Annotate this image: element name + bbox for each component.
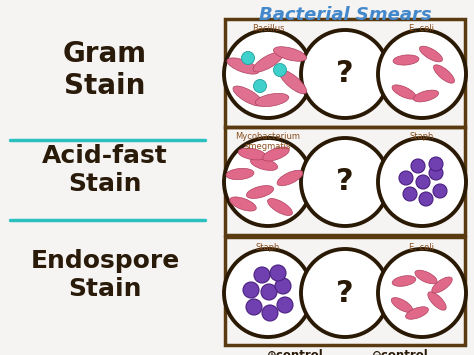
Ellipse shape (230, 197, 256, 211)
Circle shape (301, 249, 389, 337)
Ellipse shape (253, 52, 283, 72)
Circle shape (378, 138, 466, 226)
Text: Staph: Staph (256, 243, 280, 252)
Ellipse shape (243, 282, 259, 298)
Ellipse shape (261, 284, 277, 300)
Text: Bacterial Smears: Bacterial Smears (259, 6, 431, 24)
Ellipse shape (227, 58, 259, 74)
Circle shape (224, 138, 312, 226)
Ellipse shape (432, 277, 452, 293)
Ellipse shape (273, 47, 307, 61)
Ellipse shape (238, 148, 266, 160)
Ellipse shape (277, 297, 293, 313)
Ellipse shape (277, 170, 303, 186)
Circle shape (301, 30, 389, 118)
Text: ?: ? (336, 168, 354, 197)
Ellipse shape (399, 171, 413, 185)
Ellipse shape (246, 299, 262, 315)
Ellipse shape (255, 93, 289, 106)
Ellipse shape (241, 51, 255, 65)
Ellipse shape (433, 184, 447, 198)
Text: Staph: Staph (410, 132, 434, 141)
Text: Endospore
Stain: Endospore Stain (30, 249, 180, 301)
Ellipse shape (233, 86, 263, 106)
Circle shape (378, 249, 466, 337)
Text: Bacillus: Bacillus (252, 24, 284, 33)
Bar (225, 127, 465, 235)
Ellipse shape (392, 275, 416, 286)
Ellipse shape (250, 158, 278, 170)
Ellipse shape (263, 147, 289, 161)
Ellipse shape (393, 55, 419, 65)
Ellipse shape (392, 85, 416, 99)
Text: E. coli: E. coli (410, 243, 435, 252)
Ellipse shape (411, 159, 425, 173)
Ellipse shape (275, 278, 291, 294)
Circle shape (224, 249, 312, 337)
Ellipse shape (392, 297, 413, 312)
Text: E. coli: E. coli (410, 24, 435, 33)
Ellipse shape (279, 70, 307, 94)
Text: Gram
Stain: Gram Stain (63, 40, 147, 100)
Text: ?: ? (336, 60, 354, 88)
Bar (225, 237, 465, 345)
Circle shape (224, 30, 312, 118)
Ellipse shape (416, 175, 430, 189)
Ellipse shape (246, 186, 273, 198)
Ellipse shape (434, 65, 455, 83)
Ellipse shape (429, 166, 443, 180)
Ellipse shape (429, 157, 443, 171)
Ellipse shape (428, 292, 446, 310)
Ellipse shape (415, 270, 437, 284)
Circle shape (378, 30, 466, 118)
Ellipse shape (273, 64, 286, 76)
Ellipse shape (419, 192, 433, 206)
Ellipse shape (254, 267, 270, 283)
Bar (225, 19, 465, 127)
Ellipse shape (254, 80, 266, 93)
Ellipse shape (413, 90, 438, 102)
Text: ?: ? (336, 279, 354, 307)
Ellipse shape (270, 265, 286, 281)
Text: Mycobacterium
smegmatis: Mycobacterium smegmatis (236, 132, 301, 151)
Ellipse shape (406, 307, 428, 319)
Ellipse shape (262, 305, 278, 321)
Ellipse shape (267, 198, 292, 215)
Text: ⊖control: ⊖control (372, 349, 428, 355)
Ellipse shape (226, 168, 254, 180)
Circle shape (301, 138, 389, 226)
Text: ⊕control: ⊕control (266, 349, 323, 355)
Text: Acid-fast
Stain: Acid-fast Stain (42, 144, 168, 196)
Ellipse shape (419, 46, 443, 62)
Ellipse shape (403, 187, 417, 201)
